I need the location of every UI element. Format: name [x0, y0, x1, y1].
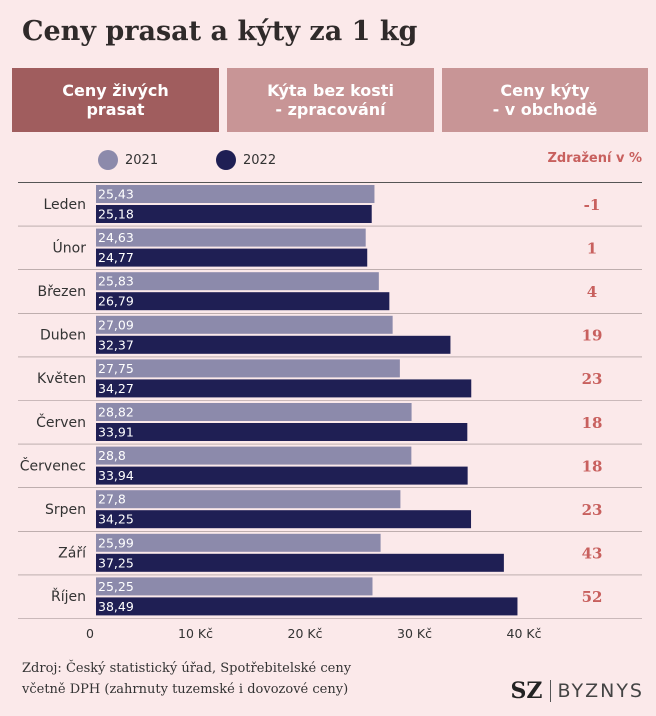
bar-2022	[96, 510, 472, 529]
value-label-2021: 28,82	[98, 405, 134, 420]
value-label-2022: 34,25	[98, 512, 134, 527]
value-label-2021: 25,83	[98, 274, 134, 289]
chart-title: Ceny prasat a kýty za 1 kg	[22, 16, 418, 47]
pct-change-value: 19	[582, 327, 603, 345]
pct-change-value: 23	[582, 370, 603, 388]
category-label: Duben	[40, 328, 86, 344]
category-label: Červenec	[20, 456, 86, 474]
logo-sz: SZ	[510, 678, 543, 704]
pct-change-value: 52	[582, 588, 603, 606]
legend-swatch-2021	[98, 150, 118, 170]
x-tick-label: 0	[86, 626, 94, 641]
pct-change-value: 23	[582, 501, 603, 519]
x-tick-label: 30 Kč	[397, 626, 432, 641]
legend: 2021 2022 Zdražení v %	[0, 150, 656, 170]
tab-ham-processing[interactable]: Kýta bez kosti - zpracování	[227, 68, 434, 132]
value-label-2022: 34,27	[98, 381, 134, 396]
bar-chart: Leden 25,43 25,18 -1 Únor 24,63 24,77 1 Březen 25…	[18, 182, 642, 641]
value-label-2021: 25,43	[98, 187, 134, 202]
value-label-2021: 28,8	[98, 448, 126, 463]
bar-2022	[96, 553, 504, 572]
x-tick-label: 40 Kč	[507, 626, 542, 641]
value-label-2021: 24,63	[98, 230, 134, 245]
bar-2021	[96, 315, 393, 334]
bar-2022	[96, 423, 468, 441]
bar-2021	[96, 577, 373, 596]
bar-2022	[96, 597, 518, 616]
category-label: Březen	[37, 284, 86, 300]
category-label: Únor	[53, 238, 87, 256]
value-label-2022: 38,49	[98, 599, 134, 614]
pct-change-value: 43	[582, 545, 603, 563]
category-label: Červen	[36, 413, 86, 431]
pct-change-value: 18	[582, 457, 603, 475]
bar-2021	[96, 490, 401, 509]
pct-change-heading: Zdražení v %	[547, 151, 642, 166]
bar-2021	[96, 228, 366, 247]
value-label-2022: 24,77	[98, 250, 134, 265]
logo-divider	[549, 680, 551, 702]
category-label: Září	[58, 546, 87, 562]
value-label-2022: 37,25	[98, 555, 134, 570]
category-label: Květen	[37, 371, 86, 387]
bar-2021	[96, 446, 412, 465]
tab-live-pigs[interactable]: Ceny živých prasat	[12, 68, 219, 132]
source-note: Zdroj: Český statistický úřad, Spotřebit…	[22, 661, 352, 697]
tab-bar: Ceny živých prasat Kýta bez kosti - zpra…	[12, 68, 648, 132]
logo-byznys: BYZNYS	[557, 680, 644, 702]
value-label-2022: 33,91	[98, 425, 134, 440]
bar-2022	[96, 248, 368, 267]
value-label-2021: 27,8	[98, 492, 126, 507]
legend-item-2022: 2022	[216, 150, 276, 170]
value-label-2022: 25,18	[98, 207, 134, 222]
bar-2022	[96, 335, 451, 354]
bar-2021	[96, 403, 412, 421]
value-label-2021: 27,75	[98, 361, 134, 376]
pct-change-value: 4	[587, 283, 597, 301]
pct-change-value: 1	[587, 239, 597, 257]
value-label-2021: 27,09	[98, 317, 134, 332]
tab-ham-retail[interactable]: Ceny kýty - v obchodě	[442, 68, 648, 132]
category-label: Leden	[43, 197, 86, 213]
bar-2022	[96, 379, 472, 398]
bar-2021	[96, 272, 379, 291]
bar-2022	[96, 205, 372, 223]
brand-logo: SZ BYZNYS	[511, 678, 644, 704]
value-label-2022: 33,94	[98, 468, 134, 483]
bar-2022	[96, 292, 390, 311]
category-label: Říjen	[51, 588, 86, 605]
legend-swatch-2022	[216, 150, 236, 170]
value-label-2021: 25,25	[98, 579, 134, 594]
bar-2021	[96, 533, 381, 552]
bar-2022	[96, 466, 468, 485]
legend-item-2021: 2021	[98, 150, 158, 170]
value-label-2022: 32,37	[98, 337, 134, 352]
pct-change-value: 18	[582, 414, 603, 432]
value-label-2022: 26,79	[98, 294, 134, 309]
value-label-2021: 25,99	[98, 535, 134, 550]
bar-2021	[96, 185, 375, 203]
category-label: Srpen	[45, 502, 86, 518]
bar-2021	[96, 359, 400, 378]
legend-label-2022: 2022	[243, 152, 277, 168]
x-tick-label: 20 Kč	[288, 626, 323, 641]
pct-change-value: -1	[584, 196, 601, 214]
legend-label-2021: 2021	[125, 152, 159, 168]
x-tick-label: 10 Kč	[178, 626, 213, 641]
